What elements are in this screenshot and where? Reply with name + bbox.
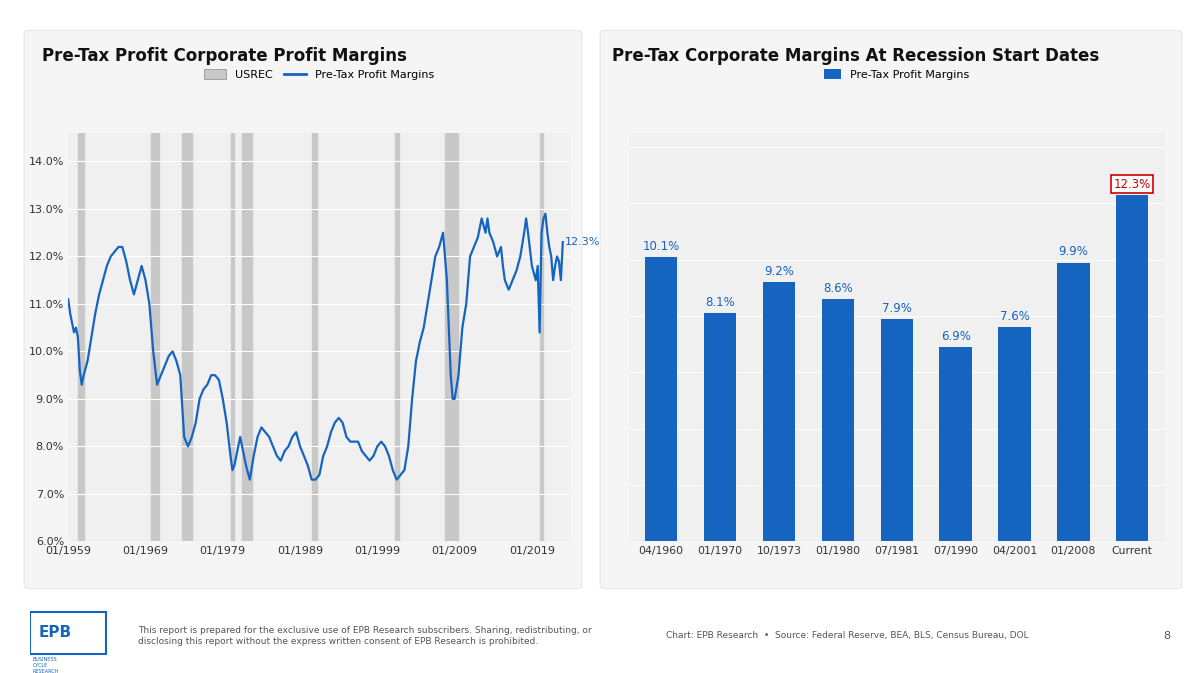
- Text: 12.3%: 12.3%: [1114, 178, 1151, 190]
- Bar: [78, 133, 84, 541]
- Text: 10.1%: 10.1%: [642, 240, 680, 252]
- Text: 6.9%: 6.9%: [941, 330, 971, 343]
- Text: Pre-Tax Profit Corporate Profit Margins: Pre-Tax Profit Corporate Profit Margins: [42, 47, 407, 65]
- Bar: [940, 347, 972, 541]
- Bar: [998, 327, 1031, 541]
- Legend: Pre-Tax Profit Margins: Pre-Tax Profit Margins: [820, 65, 973, 85]
- Text: 12.3%: 12.3%: [565, 237, 600, 247]
- Text: 8.6%: 8.6%: [823, 282, 853, 295]
- Text: Pre-Tax Corporate Margins At Recession Start Dates: Pre-Tax Corporate Margins At Recession S…: [612, 47, 1099, 65]
- Bar: [151, 133, 160, 541]
- Text: 8.1%: 8.1%: [706, 296, 734, 309]
- Text: 7.6%: 7.6%: [1000, 310, 1030, 323]
- Bar: [230, 133, 234, 541]
- Bar: [763, 282, 796, 541]
- Bar: [644, 257, 677, 541]
- Bar: [182, 133, 192, 541]
- Text: This report is prepared for the exclusive use of EPB Research subscribers. Shari: This report is prepared for the exclusiv…: [138, 627, 592, 645]
- Bar: [445, 133, 458, 541]
- Text: Chart: EPB Research  •  Source: Federal Reserve, BEA, BLS, Census Bureau, DOL: Chart: EPB Research • Source: Federal Re…: [666, 631, 1028, 641]
- Bar: [881, 319, 913, 541]
- Text: EPB: EPB: [38, 625, 72, 641]
- Bar: [312, 133, 318, 541]
- Text: 9.9%: 9.9%: [1058, 246, 1088, 258]
- Text: BUSINESS
CYCLE
RESEARCH: BUSINESS CYCLE RESEARCH: [32, 657, 59, 673]
- Text: 9.2%: 9.2%: [764, 265, 794, 278]
- Bar: [242, 133, 252, 541]
- Text: 8: 8: [1163, 631, 1170, 641]
- Legend: USREC, Pre-Tax Profit Margins: USREC, Pre-Tax Profit Margins: [199, 65, 439, 85]
- Bar: [704, 313, 737, 541]
- Bar: [822, 299, 854, 541]
- Bar: [395, 133, 398, 541]
- Bar: [540, 133, 544, 541]
- Bar: [1116, 195, 1148, 541]
- Bar: [1057, 262, 1090, 541]
- Text: 7.9%: 7.9%: [882, 302, 912, 315]
